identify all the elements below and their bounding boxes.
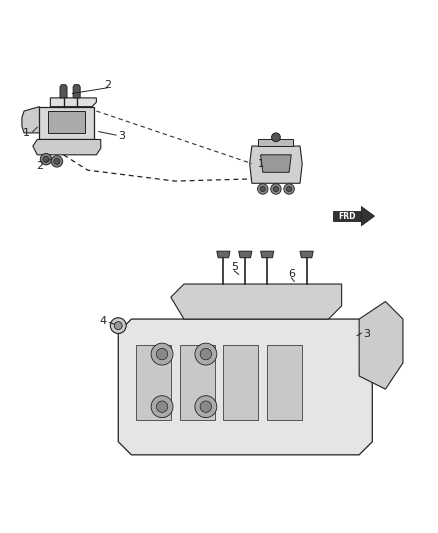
- Polygon shape: [39, 107, 94, 140]
- Circle shape: [195, 343, 217, 365]
- Circle shape: [200, 401, 212, 413]
- Circle shape: [110, 318, 126, 334]
- Polygon shape: [258, 140, 293, 146]
- Text: 1: 1: [23, 128, 30, 138]
- Circle shape: [195, 395, 217, 418]
- Polygon shape: [267, 345, 302, 420]
- Polygon shape: [217, 251, 230, 258]
- Circle shape: [43, 156, 49, 162]
- Text: 2: 2: [104, 80, 111, 90]
- Polygon shape: [48, 111, 85, 133]
- Polygon shape: [300, 251, 313, 258]
- Polygon shape: [261, 155, 291, 172]
- Circle shape: [272, 133, 280, 142]
- Circle shape: [151, 395, 173, 418]
- Polygon shape: [223, 345, 258, 420]
- Circle shape: [260, 187, 265, 191]
- Polygon shape: [50, 98, 96, 107]
- Polygon shape: [60, 85, 67, 98]
- Text: 6: 6: [288, 269, 295, 279]
- Polygon shape: [118, 319, 372, 455]
- Text: 3: 3: [118, 131, 125, 141]
- Polygon shape: [171, 284, 342, 319]
- Circle shape: [54, 158, 60, 165]
- Polygon shape: [359, 302, 403, 389]
- Text: 4: 4: [99, 316, 106, 326]
- Circle shape: [156, 401, 168, 413]
- Polygon shape: [361, 206, 374, 226]
- Text: 5: 5: [231, 262, 238, 272]
- Polygon shape: [73, 85, 80, 98]
- Circle shape: [200, 349, 212, 360]
- Circle shape: [271, 184, 281, 194]
- Circle shape: [114, 322, 122, 329]
- Polygon shape: [33, 140, 101, 155]
- Polygon shape: [136, 345, 171, 420]
- Circle shape: [151, 343, 173, 365]
- Text: 2: 2: [36, 161, 43, 171]
- Circle shape: [40, 154, 52, 165]
- Text: 1: 1: [258, 159, 264, 168]
- Polygon shape: [22, 107, 39, 133]
- Polygon shape: [239, 251, 252, 258]
- Text: 3: 3: [364, 329, 371, 340]
- Circle shape: [156, 349, 168, 360]
- Polygon shape: [333, 211, 361, 221]
- Circle shape: [258, 184, 268, 194]
- Polygon shape: [250, 146, 302, 183]
- Circle shape: [51, 156, 63, 167]
- Polygon shape: [180, 345, 215, 420]
- Circle shape: [273, 187, 279, 191]
- Circle shape: [286, 187, 292, 191]
- Text: FRD: FRD: [338, 212, 356, 221]
- Polygon shape: [261, 251, 274, 258]
- Circle shape: [284, 184, 294, 194]
